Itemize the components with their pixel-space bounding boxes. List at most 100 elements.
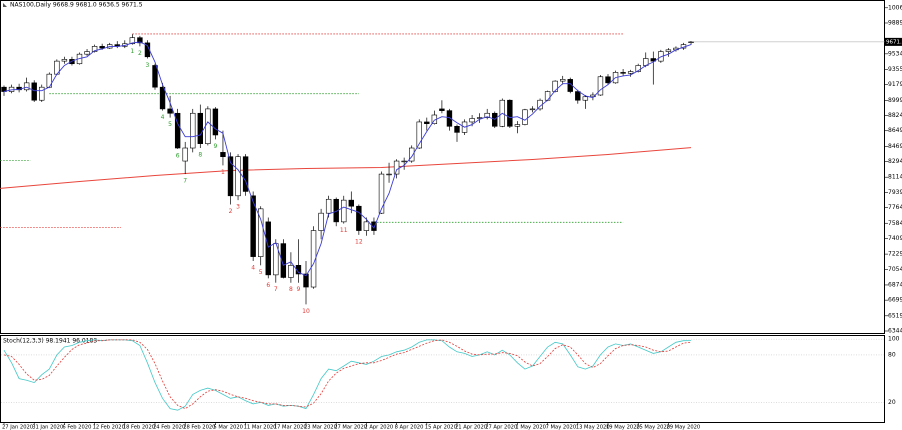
candle-body <box>250 195 256 257</box>
candle-body <box>590 94 596 98</box>
candle-body <box>318 212 324 231</box>
candle-body <box>356 205 362 231</box>
candle-body <box>333 198 339 223</box>
candle-body <box>378 173 385 214</box>
count-label: 9 <box>213 143 217 150</box>
x-tick-label: 27 Jan 2020 <box>2 425 33 430</box>
count-label: 2 <box>229 208 233 215</box>
candle-body <box>529 108 536 111</box>
x-tick-label: 27 Mar 2020 <box>334 425 367 430</box>
candle-body <box>363 221 370 231</box>
candle-body <box>492 112 498 127</box>
candle-body <box>559 79 566 82</box>
y-tick-label: 9889 <box>888 19 902 26</box>
stoch-line <box>3 339 692 410</box>
candle-body <box>288 265 294 278</box>
y-tick-label: 9179 <box>888 81 902 88</box>
candle-body <box>1 86 7 92</box>
count-label: 6 <box>176 152 180 159</box>
x-tick-label: 8 Apr 2020 <box>395 425 424 430</box>
candle-body <box>393 160 400 175</box>
y-tick-label: 9534 <box>888 50 902 57</box>
current-price-box <box>885 37 902 46</box>
candle-body <box>597 76 604 96</box>
y-tick-label: 8294 <box>888 158 902 165</box>
ma-slow-line <box>0 147 692 189</box>
count-label: 7 <box>274 286 278 293</box>
candle-body <box>265 221 271 276</box>
y-tick-label: 6874 <box>888 281 902 288</box>
candle-body <box>152 65 158 88</box>
candle-body <box>227 156 234 197</box>
candle-body <box>575 91 581 101</box>
y-tick-label: 6519 <box>888 312 902 319</box>
stoch-line <box>3 339 692 411</box>
candle-body <box>627 71 634 74</box>
x-tick-label: 23 Mar 2020 <box>304 425 337 430</box>
x-tick-label: 6 Feb 2020 <box>62 425 91 430</box>
candle-body <box>174 112 181 149</box>
x-tick-label: 12 Feb 2020 <box>93 425 125 430</box>
candle-body <box>424 121 430 124</box>
candle-body <box>159 86 166 110</box>
x-tick-label: 28 Feb 2020 <box>183 425 215 430</box>
main-panel-frame <box>0 0 885 334</box>
candle-body <box>439 108 445 111</box>
x-tick-label: 19 May 2020 <box>606 425 640 430</box>
candle-body <box>310 230 317 288</box>
x-tick-label: 17 Mar 2020 <box>274 425 307 430</box>
candle-body <box>61 59 68 62</box>
y-tick-label: 8999 <box>888 97 902 104</box>
candle-body <box>84 51 90 55</box>
count-label: 2 <box>138 50 142 57</box>
count-label: 5 <box>168 121 172 128</box>
candle-body <box>129 37 136 45</box>
y-tick-label: 7229 <box>888 251 902 258</box>
candle-body <box>635 65 641 72</box>
candle-body <box>197 112 203 144</box>
count-label: 1 <box>130 48 134 55</box>
candle-body <box>665 49 672 52</box>
candle-body <box>220 152 226 158</box>
y-tick-label: 7409 <box>888 235 902 242</box>
candle-body <box>257 208 264 257</box>
y-tick-label: 7939 <box>888 189 902 196</box>
y-tick-label: 20 <box>888 399 896 406</box>
candle-body <box>182 147 188 162</box>
indicator-panel-frame <box>0 335 885 423</box>
y-tick-label: 10064 <box>888 4 902 11</box>
count-label: 8 <box>198 152 202 159</box>
x-tick-label: 5 Mar 2020 <box>213 425 243 430</box>
y-tick-label: 8469 <box>888 143 902 150</box>
candle-body <box>582 96 589 101</box>
chart-title: NAS100,Daily 9668.9 9681.0 9636.5 9671.5 <box>10 2 143 9</box>
candle-body <box>408 147 415 162</box>
count-label: 11 <box>340 227 348 234</box>
candle-body <box>454 125 460 133</box>
count-label: 8 <box>289 286 293 293</box>
count-label: 5 <box>259 269 263 276</box>
count-label: 9 <box>297 286 301 293</box>
candle-body <box>514 124 521 127</box>
count-label: 3 <box>146 62 150 69</box>
candle-body <box>39 86 45 101</box>
title-icon <box>3 3 7 7</box>
indicator-title: Stoch(12,3,3) 98.1941 96.0183 <box>3 338 97 345</box>
candle-body <box>544 91 551 101</box>
count-label: 12 <box>355 238 363 245</box>
candle-body <box>371 221 377 231</box>
x-tick-label: 2 Apr 2020 <box>364 425 393 430</box>
candle-body <box>91 46 98 52</box>
x-tick-label: 24 Feb 2020 <box>153 425 185 430</box>
count-label: 7 <box>183 178 187 185</box>
count-label: 6 <box>266 282 270 289</box>
y-tick-label: 6344 <box>888 328 902 335</box>
candle-body <box>522 109 528 125</box>
candle-body <box>212 108 219 136</box>
x-tick-label: 21 Apr 2020 <box>455 425 487 430</box>
candle-body <box>167 108 173 114</box>
candle-body <box>46 73 53 88</box>
x-tick-label: 15 Apr 2020 <box>425 425 457 430</box>
